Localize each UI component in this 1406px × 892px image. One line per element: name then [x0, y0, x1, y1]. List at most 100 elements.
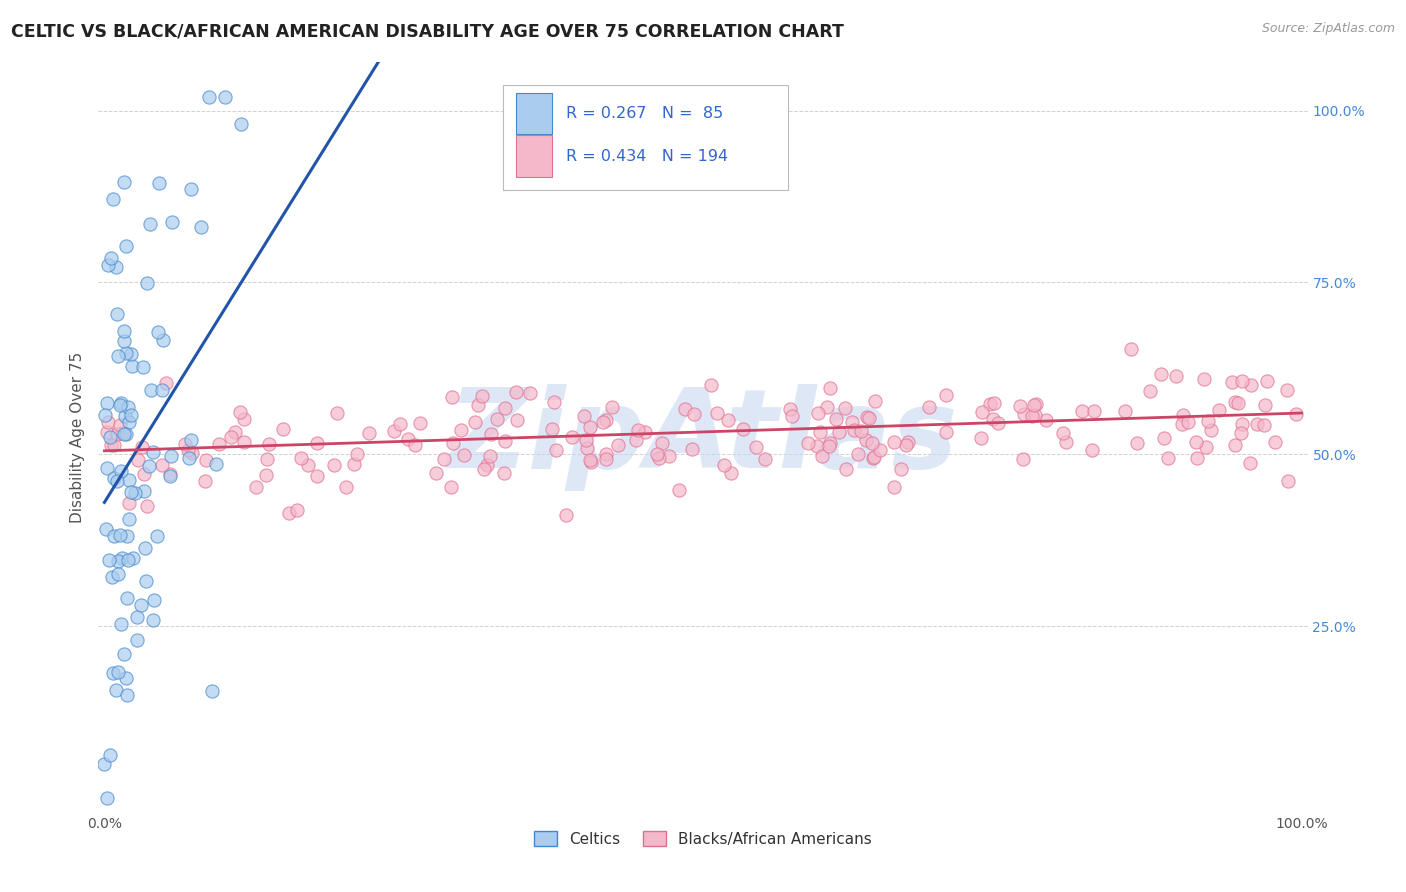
Point [581, 455, 603, 469]
Point [194, 475, 217, 489]
Point [278, 507, 301, 521]
Point [824, 412, 846, 426]
Point [935, 388, 957, 402]
Point [1230, 425, 1253, 440]
Point [651, 436, 673, 450]
Point [150, 384, 173, 398]
Point [96, 461, 118, 475]
Point [305, 468, 328, 483]
Point [297, 458, 319, 472]
Point [807, 406, 830, 420]
Point [326, 406, 349, 420]
Text: R = 0.267   N =  85: R = 0.267 N = 85 [567, 106, 724, 121]
Point [811, 449, 834, 463]
Point [1277, 383, 1299, 397]
Point [1126, 436, 1149, 450]
Point [111, 550, 134, 565]
Point [1230, 374, 1253, 388]
Point [918, 400, 941, 414]
Point [346, 448, 368, 462]
Point [103, 438, 125, 452]
Point [1021, 409, 1043, 424]
Point [540, 422, 562, 436]
Point [100, 251, 122, 265]
Point [1083, 404, 1105, 418]
Point [231, 118, 253, 132]
Point [143, 593, 166, 607]
Point [1225, 395, 1247, 409]
Point [1025, 396, 1047, 410]
Point [1114, 404, 1136, 418]
Point [1239, 456, 1261, 470]
Point [713, 458, 735, 473]
Point [194, 453, 217, 467]
Point [578, 452, 600, 467]
Point [110, 417, 132, 432]
Point [815, 401, 838, 415]
Point [180, 434, 202, 448]
Text: ZipAtlas: ZipAtlas [447, 384, 959, 491]
Point [972, 405, 994, 419]
Point [1185, 450, 1208, 465]
Point [546, 442, 568, 457]
Point [1195, 440, 1218, 454]
Point [863, 450, 886, 464]
Point [744, 440, 766, 454]
Point [817, 439, 839, 453]
Point [1022, 398, 1045, 412]
Point [675, 402, 697, 417]
Point [134, 541, 156, 556]
Point [96, 522, 118, 536]
Point [981, 412, 1004, 426]
Point [219, 430, 242, 444]
Point [103, 471, 125, 485]
Point [1246, 417, 1268, 432]
Point [606, 438, 628, 452]
Point [554, 508, 576, 522]
Text: Source: ZipAtlas.com: Source: ZipAtlas.com [1261, 22, 1395, 36]
Point [214, 90, 236, 104]
Y-axis label: Disability Age Over 75: Disability Age Over 75 [70, 351, 86, 523]
Point [883, 434, 905, 449]
Point [425, 466, 447, 480]
Point [987, 416, 1010, 430]
Point [177, 443, 200, 458]
Point [543, 394, 565, 409]
Point [779, 401, 801, 416]
Point [180, 182, 202, 196]
Point [134, 467, 156, 481]
Point [983, 396, 1005, 410]
Point [897, 435, 920, 450]
Point [717, 413, 740, 427]
Point [232, 434, 254, 449]
Point [862, 450, 884, 465]
Point [117, 591, 139, 605]
Point [105, 474, 128, 488]
Point [115, 529, 138, 543]
Point [159, 449, 181, 463]
Point [97, 415, 120, 429]
Point [110, 395, 132, 409]
Point [120, 347, 142, 361]
Point [828, 425, 851, 439]
Point [1070, 404, 1092, 418]
Point [174, 437, 197, 451]
Point [856, 409, 879, 424]
Point [98, 553, 121, 567]
Point [1199, 423, 1222, 437]
Point [159, 467, 181, 481]
Point [112, 325, 135, 339]
Point [112, 175, 135, 189]
Point [105, 308, 128, 322]
Point [519, 386, 541, 401]
Point [205, 457, 228, 471]
Point [388, 417, 411, 432]
Point [754, 452, 776, 467]
Point [1150, 367, 1173, 381]
Point [1171, 409, 1194, 423]
Point [1223, 438, 1246, 452]
Point [450, 424, 472, 438]
Point [94, 409, 117, 423]
Point [181, 446, 204, 460]
Point [858, 411, 880, 425]
